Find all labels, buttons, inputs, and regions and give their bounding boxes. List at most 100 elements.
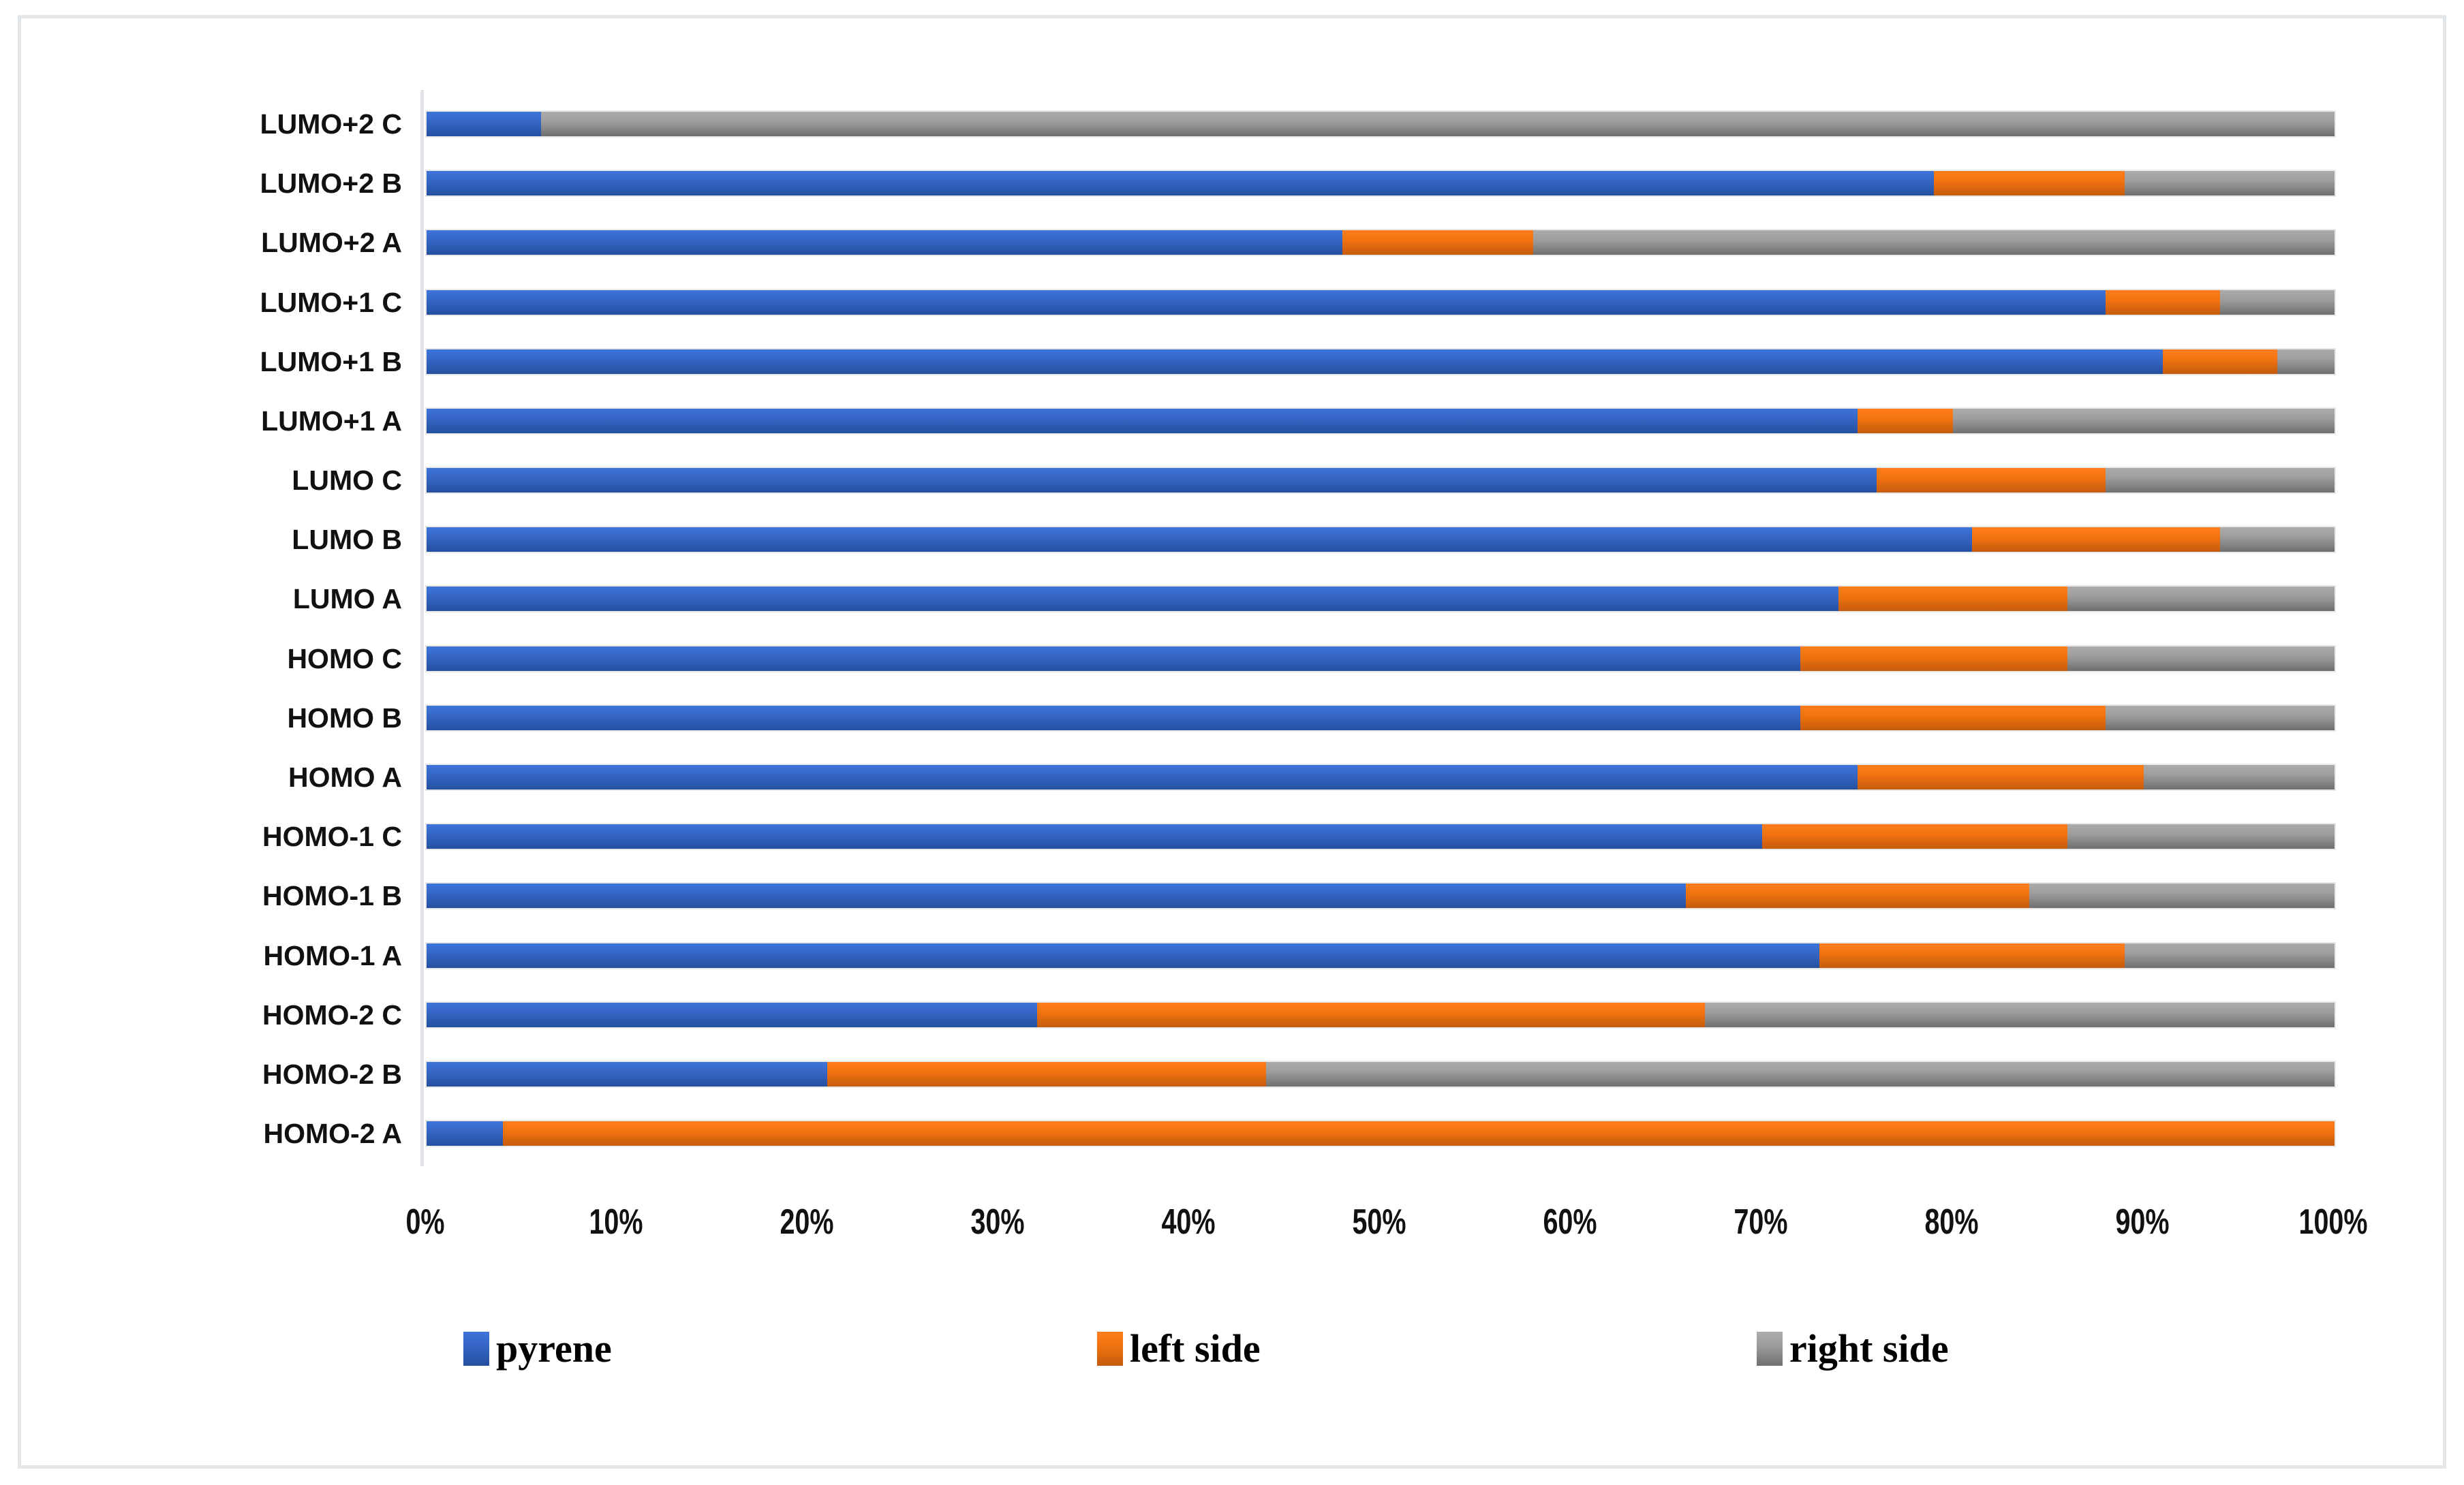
category-label: LUMO A	[292, 583, 402, 615]
category-label: LUMO C	[292, 465, 402, 497]
bar-segment-left-side	[503, 1121, 2335, 1146]
bar-segment-pyrene	[427, 290, 2106, 315]
bar-segment-right-side	[2144, 764, 2335, 790]
bar-segment-pyrene	[427, 646, 1800, 671]
category-label: LUMO+1 B	[260, 345, 402, 377]
category-label: LUMO+1 C	[260, 286, 402, 318]
bar-segment-left-side	[1342, 230, 1533, 255]
bar-row-lumo-b	[425, 526, 2336, 554]
bar-segment-pyrene	[427, 230, 1342, 255]
category-label: LUMO+1 A	[261, 405, 402, 437]
bar-segment-left-side	[1934, 171, 2125, 196]
bar-row-homo-2-a	[425, 1120, 2336, 1148]
bar-segment-right-side	[2125, 943, 2335, 968]
bar-segment-pyrene	[427, 112, 541, 136]
bar-segment-pyrene	[427, 824, 1762, 849]
bar-segment-left-side	[1762, 824, 2067, 849]
bar-segment-left-side	[1972, 527, 2220, 552]
category-label: LUMO+2 B	[260, 168, 402, 200]
bar-segment-left-side	[2163, 349, 2277, 374]
category-label: HOMO-2 C	[262, 999, 402, 1031]
bar-segment-pyrene	[427, 171, 1934, 196]
legend-swatch-right-side	[1757, 1332, 1783, 1366]
bar-row-homo-c	[425, 644, 2336, 672]
category-label: LUMO+2 A	[261, 227, 402, 259]
bar-segment-pyrene	[427, 943, 1819, 968]
category-label: HOMO-1 A	[263, 939, 402, 971]
bar-segment-right-side	[1533, 230, 2335, 255]
bar-row-homo-2-c	[425, 1001, 2336, 1029]
legend-item-left-side: left side	[1097, 1327, 1261, 1371]
bar-segment-pyrene	[427, 1061, 827, 1087]
bar-segment-pyrene	[427, 764, 1858, 790]
bar-segment-pyrene	[427, 705, 1800, 730]
x-tick-label: 50%	[1352, 1202, 1406, 1242]
bar-row-homo-1-c	[425, 823, 2336, 851]
bar-row-lumo+2-c	[425, 110, 2336, 138]
bar-segment-right-side	[2125, 171, 2335, 196]
legend-swatch-pyrene	[463, 1332, 489, 1366]
bar-row-homo-2-b	[425, 1060, 2336, 1088]
bar-segment-left-side	[1858, 408, 1953, 433]
bar-segment-pyrene	[427, 468, 1877, 493]
category-label: HOMO A	[288, 761, 402, 793]
x-tick-label: 100%	[2298, 1202, 2368, 1242]
bar-segment-right-side	[2106, 468, 2335, 493]
bar-segment-right-side	[1953, 408, 2335, 433]
bar-segment-left-side	[1819, 943, 2125, 968]
bar-segment-pyrene	[427, 884, 1686, 909]
bar-segment-left-side	[1800, 646, 2067, 671]
bar-segment-right-side	[1266, 1061, 2335, 1087]
bar-segment-right-side	[2220, 527, 2335, 552]
bar-segment-right-side	[2277, 349, 2335, 374]
bar-segment-right-side	[2220, 290, 2335, 315]
x-tick-label: 90%	[2115, 1202, 2170, 1242]
x-tick-label: 20%	[780, 1202, 834, 1242]
bar-segment-right-side	[2067, 824, 2335, 849]
bar-segment-right-side	[2067, 646, 2335, 671]
category-label: HOMO-2 A	[263, 1118, 402, 1150]
bar-row-lumo-a	[425, 585, 2336, 613]
x-tick-label: 80%	[1924, 1202, 1979, 1242]
bar-segment-right-side	[2029, 884, 2335, 909]
category-label: HOMO C	[287, 642, 402, 674]
bar-segment-pyrene	[427, 527, 1972, 552]
bar-segment-pyrene	[427, 1002, 1037, 1027]
legend-label-pyrene: pyrene	[496, 1326, 612, 1371]
bar-segment-pyrene	[427, 1121, 503, 1146]
x-tick-label: 40%	[1161, 1202, 1216, 1242]
bar-segment-left-side	[1800, 705, 2106, 730]
category-label: LUMO B	[292, 524, 402, 556]
bar-row-lumo+1-c	[425, 288, 2336, 316]
bar-row-lumo+1-b	[425, 347, 2336, 375]
bar-row-homo-b	[425, 704, 2336, 732]
bar-row-homo-a	[425, 763, 2336, 791]
bar-segment-right-side	[2106, 705, 2335, 730]
bar-segment-pyrene	[427, 408, 1858, 433]
legend-swatch-left-side	[1097, 1332, 1123, 1366]
bar-segment-pyrene	[427, 587, 1838, 612]
bar-segment-left-side	[1686, 884, 2029, 909]
bar-segment-left-side	[2106, 290, 2220, 315]
bar-row-lumo+1-a	[425, 407, 2336, 435]
category-label: HOMO-2 B	[262, 1058, 402, 1090]
category-label: HOMO-1 B	[262, 880, 402, 912]
legend-item-right-side: right side	[1757, 1327, 1949, 1371]
y-axis-line	[420, 90, 424, 1166]
legend-label-left-side: left side	[1130, 1326, 1261, 1371]
bar-row-homo-1-b	[425, 882, 2336, 910]
x-tick-label: 60%	[1543, 1202, 1597, 1242]
x-tick-label: 70%	[1734, 1202, 1788, 1242]
bar-segment-right-side	[1705, 1002, 2335, 1027]
x-tick-label: 0%	[405, 1202, 445, 1242]
bar-row-lumo+2-b	[425, 170, 2336, 198]
bar-segment-left-side	[1838, 587, 2067, 612]
bar-segment-right-side	[2067, 587, 2335, 612]
bar-segment-left-side	[827, 1061, 1266, 1087]
bar-row-lumo-c	[425, 467, 2336, 495]
bar-row-homo-1-a	[425, 941, 2336, 969]
x-tick-label: 10%	[589, 1202, 643, 1242]
legend-item-pyrene: pyrene	[463, 1327, 612, 1371]
bar-segment-left-side	[1877, 468, 2106, 493]
